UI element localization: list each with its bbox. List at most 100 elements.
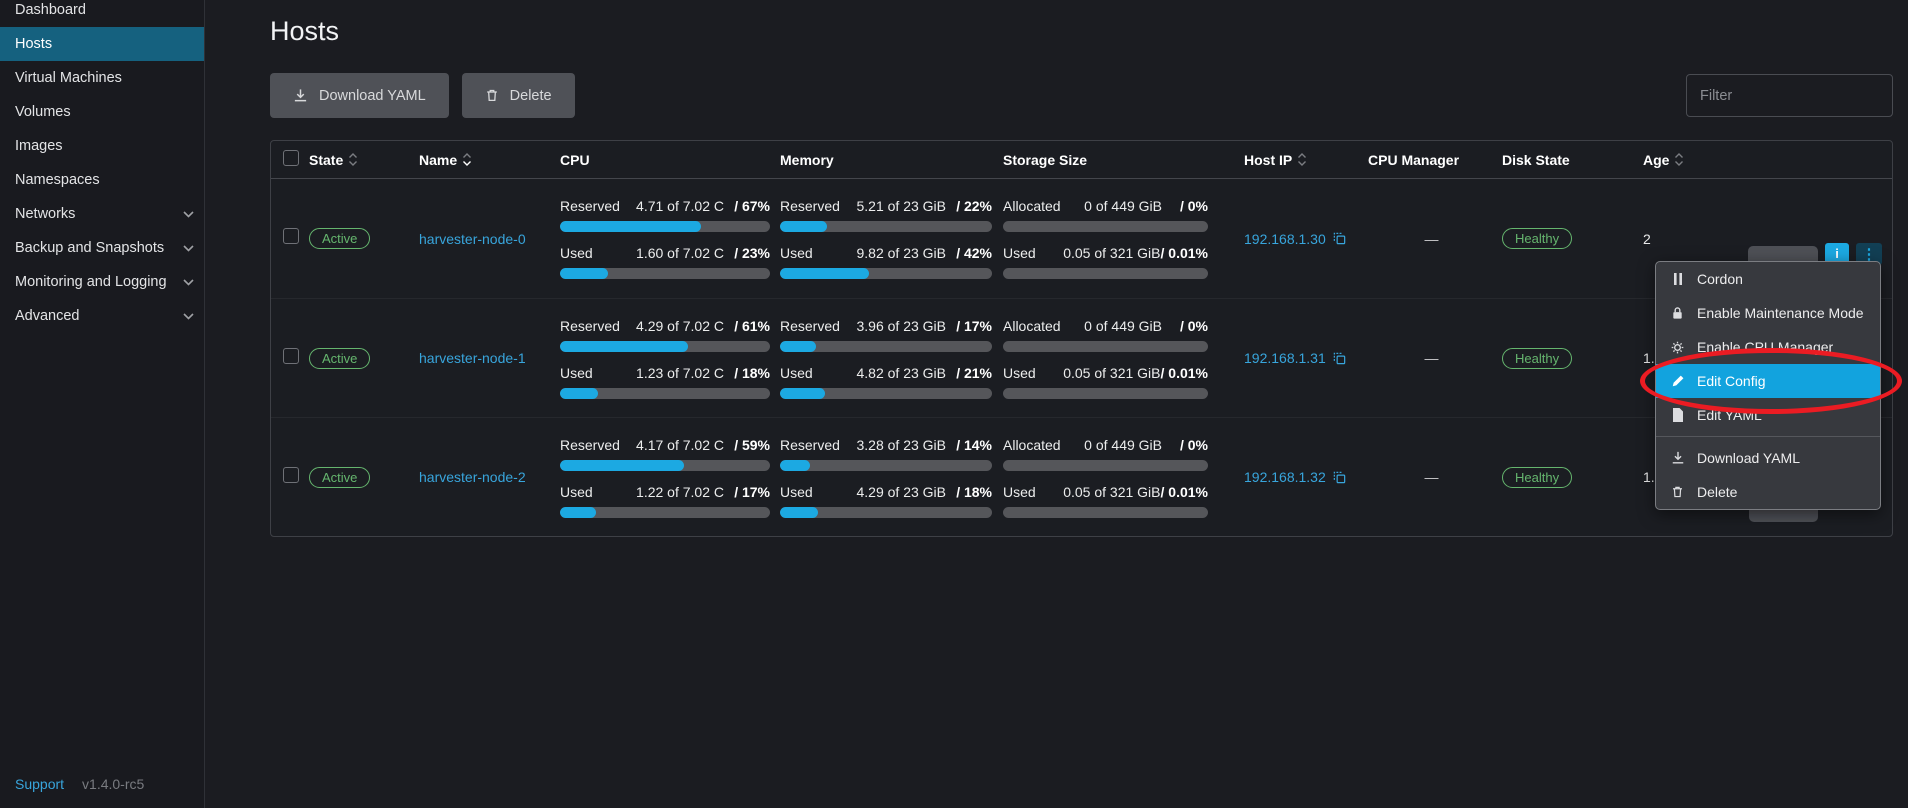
column-header-label: CPU Manager <box>1368 151 1460 168</box>
column-header-storage-size: Storage Size <box>996 152 1237 168</box>
progress-bar-track <box>1003 506 1208 518</box>
sidebar-item-label: Monitoring and Logging <box>15 274 167 290</box>
download-yaml-button[interactable]: Download YAML <box>270 73 449 118</box>
cpu-used-meter: Used 1.23 of 7.02 C/ 18% <box>560 365 770 399</box>
sidebar-item-hosts[interactable]: Hosts <box>0 27 204 61</box>
progress-bar-track <box>780 221 992 232</box>
row-checkbox[interactable] <box>283 347 299 364</box>
sidebar-item-volumes[interactable]: Volumes <box>0 95 204 129</box>
menu-item-label: Enable Maintenance Mode <box>1697 305 1864 321</box>
column-header-name[interactable]: Name <box>412 152 553 168</box>
chevron-down-icon <box>183 244 194 252</box>
column-header-label: Memory <box>780 151 834 168</box>
storage-used-meter: Used 0.05 of 321 GiB/ 0.01% <box>1003 484 1208 518</box>
progress-bar-track <box>1003 459 1208 471</box>
page-title: Hosts <box>270 16 340 46</box>
sidebar-item-networks[interactable]: Networks <box>0 197 204 231</box>
cpu-used-meter: Used 1.60 of 7.02 C/ 23% <box>560 245 770 279</box>
version-label: v1.4.0-rc5 <box>82 776 145 792</box>
menu-item-edit-yaml[interactable]: Edit YAML <box>1656 398 1880 432</box>
select-all-checkbox[interactable] <box>283 150 299 166</box>
sidebar-nav: Dashboard Hosts Virtual Machines Volumes… <box>0 0 204 333</box>
info-button[interactable]: i <box>1825 243 1849 264</box>
sidebar-item-monitoring-and-logging[interactable]: Monitoring and Logging <box>0 265 204 299</box>
column-header-age[interactable]: Age <box>1631 152 1892 168</box>
column-header-host-ip[interactable]: Host IP <box>1237 152 1361 168</box>
menu-divider <box>1656 436 1880 437</box>
chevron-down-icon <box>183 278 194 286</box>
sidebar-item-images[interactable]: Images <box>0 129 204 163</box>
menu-item-cordon[interactable]: Cordon <box>1656 262 1880 296</box>
sidebar-item-label: Advanced <box>15 308 80 324</box>
sidebar-item-label: Dashboard <box>15 2 86 18</box>
sidebar-item-label: Images <box>15 138 63 154</box>
column-header-label: CPU <box>560 151 590 168</box>
memory-reserved-meter: Reserved 5.21 of 23 GiB/ 22% <box>780 198 992 232</box>
progress-bar-track <box>1003 268 1208 279</box>
progress-bar-fill <box>780 459 810 471</box>
progress-bar-track <box>560 459 770 471</box>
status-badge: Active <box>309 228 371 249</box>
storage-allocated-meter: Allocated 0 of 449 GiB/ 0% <box>1003 437 1208 471</box>
kebab-menu-button[interactable]: ⋮ <box>1856 243 1882 265</box>
menu-item-delete[interactable]: Delete <box>1656 475 1880 509</box>
sidebar-item-label: Namespaces <box>15 172 100 188</box>
row-checkbox[interactable] <box>283 228 299 244</box>
sidebar-item-dashboard[interactable]: Dashboard <box>0 0 204 27</box>
progress-bar-fill <box>780 268 870 279</box>
host-name-link[interactable]: harvester-node-0 <box>419 230 526 247</box>
sidebar-item-namespaces[interactable]: Namespaces <box>0 163 204 197</box>
column-header-disk-state: Disk State <box>1495 152 1631 168</box>
progress-bar-track <box>560 221 770 232</box>
column-header-label: Storage Size <box>1003 151 1088 168</box>
sidebar-item-label: Volumes <box>15 104 71 120</box>
progress-bar-fill <box>560 459 684 471</box>
trash-icon <box>485 88 499 103</box>
progress-bar-fill <box>780 221 827 232</box>
table-row: Active harvester-node-1 Reserved 4.29 of … <box>271 298 1892 417</box>
progress-bar-track <box>560 506 770 518</box>
host-ip-link[interactable]: 192.168.1.32 <box>1244 469 1326 485</box>
progress-bar-track <box>560 387 770 399</box>
column-header-label: Age <box>1643 151 1670 168</box>
memory-reserved-meter: Reserved 3.96 of 23 GiB/ 17% <box>780 318 992 352</box>
delete-button[interactable]: Delete <box>461 73 575 118</box>
copy-icon[interactable] <box>1332 470 1347 485</box>
column-header-state[interactable]: State <box>302 152 412 168</box>
host-name-link[interactable]: harvester-node-2 <box>419 469 526 485</box>
menu-item-edit-config[interactable]: Edit Config <box>1656 364 1880 398</box>
progress-bar-fill <box>780 340 817 352</box>
host-ip-link[interactable]: 192.168.1.30 <box>1244 230 1326 247</box>
age-value: 1. <box>1643 469 1655 485</box>
sort-icon <box>348 153 358 166</box>
pause-icon <box>1669 272 1686 286</box>
edit-pencil-icon <box>1669 374 1686 388</box>
table-row: Active harvester-node-2 Reserved 4.17 of … <box>271 417 1892 536</box>
progress-bar-track <box>780 459 992 471</box>
storage-used-meter: Used 0.05 of 321 GiB/ 0.01% <box>1003 365 1208 399</box>
disk-state-badge: Healthy <box>1502 466 1573 488</box>
filter-input[interactable] <box>1686 74 1893 117</box>
progress-bar-track <box>780 268 992 279</box>
progress-bar-track <box>780 387 992 399</box>
memory-used-meter: Used 4.29 of 23 GiB/ 18% <box>780 484 992 518</box>
sidebar-item-label: Hosts <box>15 36 53 52</box>
menu-item-enable-maintenance-mode[interactable]: Enable Maintenance Mode <box>1656 296 1880 330</box>
column-header-cpu: CPU <box>553 152 773 168</box>
memory-used-meter: Used 4.82 of 23 GiB/ 21% <box>780 365 992 399</box>
cpu-manager-value: — <box>1424 230 1439 247</box>
menu-item-label: Edit Config <box>1697 373 1766 389</box>
host-ip-link[interactable]: 192.168.1.31 <box>1244 350 1326 366</box>
sidebar-item-advanced[interactable]: Advanced <box>0 299 204 333</box>
menu-item-enable-cpu-manager[interactable]: Enable CPU Manager <box>1656 330 1880 364</box>
sidebar-item-virtual-machines[interactable]: Virtual Machines <box>0 61 204 95</box>
progress-bar-fill <box>780 387 825 399</box>
copy-icon[interactable] <box>1332 231 1347 246</box>
chevron-down-icon <box>183 210 194 218</box>
sidebar-item-backup-and-snapshots[interactable]: Backup and Snapshots <box>0 231 204 265</box>
copy-icon[interactable] <box>1332 351 1347 366</box>
support-link[interactable]: Support <box>15 776 65 792</box>
row-checkbox[interactable] <box>283 466 299 483</box>
host-name-link[interactable]: harvester-node-1 <box>419 350 526 366</box>
menu-item-download-yaml[interactable]: Download YAML <box>1656 441 1880 475</box>
